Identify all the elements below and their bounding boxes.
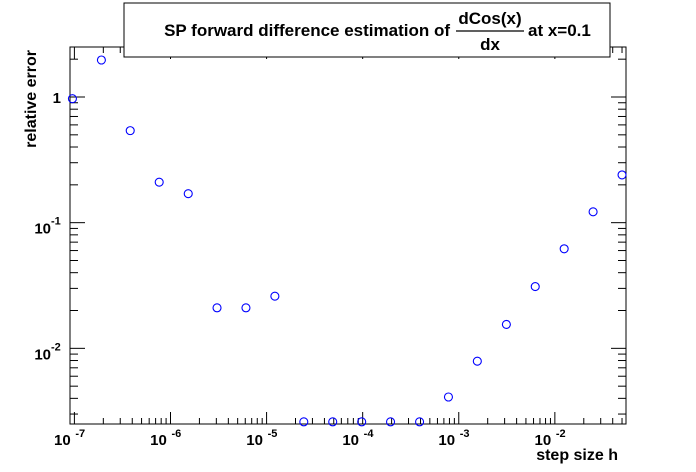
title-suffix: at x=0.1 xyxy=(528,21,591,40)
x-tick-label-exponent: -6 xyxy=(171,428,181,440)
title-fraction-denominator: dx xyxy=(480,35,500,54)
x-tick-label-exponent: -5 xyxy=(268,428,278,440)
x-tick-label: 10 xyxy=(535,432,552,449)
data-point xyxy=(357,417,367,427)
y-tick-label-exponent: -1 xyxy=(51,216,61,228)
y-axis-ticks xyxy=(70,58,626,415)
data-point xyxy=(530,282,540,292)
y-tick-label: 10 xyxy=(34,346,51,363)
data-point xyxy=(241,303,251,313)
data-point xyxy=(559,244,569,254)
data-point xyxy=(328,417,338,427)
x-axis-label: step size h xyxy=(536,447,618,464)
x-tick-label-exponent: -4 xyxy=(364,428,375,440)
data-point xyxy=(96,55,106,65)
x-tick-label: 10 xyxy=(54,432,71,449)
x-tick-label-exponent: -2 xyxy=(556,428,566,440)
title-fraction-numerator: dCos(x) xyxy=(458,9,521,28)
data-point xyxy=(501,319,511,329)
data-point xyxy=(67,94,77,104)
data-series xyxy=(67,55,627,427)
x-tick-label: 10 xyxy=(150,432,167,449)
data-point xyxy=(617,170,627,180)
x-tick-label: 10 xyxy=(246,432,263,449)
y-tick-label: 10 xyxy=(34,221,51,238)
data-point xyxy=(415,417,425,427)
x-tick-label-exponent: -3 xyxy=(460,428,470,440)
data-point xyxy=(154,177,164,187)
data-point xyxy=(443,392,453,402)
y-axis-tick-labels: 110-110-2 xyxy=(34,90,61,363)
x-tick-label: 10 xyxy=(342,432,359,449)
data-point xyxy=(385,417,396,427)
title-box-frame xyxy=(123,2,611,58)
data-point xyxy=(183,189,193,199)
title-box: SP forward difference estimation of dCos… xyxy=(123,2,611,58)
y-tick-label: 1 xyxy=(53,90,61,107)
data-point xyxy=(588,207,598,217)
x-tick-label: 10 xyxy=(438,432,455,449)
data-point xyxy=(270,291,280,301)
y-tick-label-exponent: -2 xyxy=(51,341,61,353)
data-point xyxy=(299,417,309,427)
x-tick-label-exponent: -7 xyxy=(75,428,85,440)
y-axis-label: relative error xyxy=(23,50,40,148)
title-prefix: SP forward difference estimation of xyxy=(164,21,450,40)
data-point xyxy=(472,356,482,366)
data-point xyxy=(125,126,135,136)
x-axis-tick-labels: 10 -7 10 -6 10 -5 10 -4 10 -3 10 -2 xyxy=(54,428,566,449)
data-point xyxy=(212,303,222,313)
